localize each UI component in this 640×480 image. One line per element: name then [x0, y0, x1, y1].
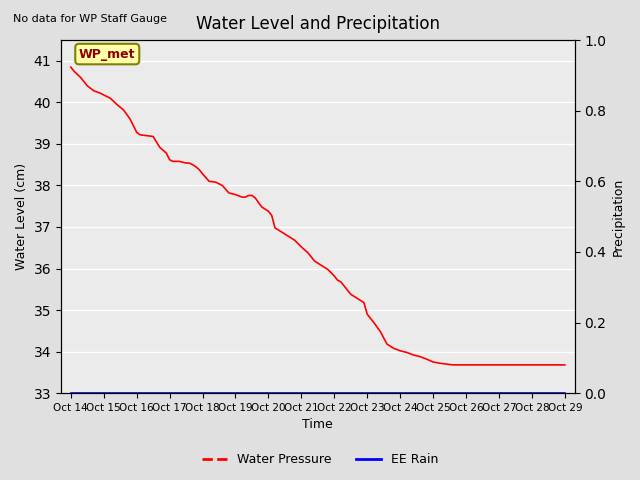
Text: WP_met: WP_met: [79, 48, 136, 60]
Y-axis label: Water Level (cm): Water Level (cm): [15, 163, 28, 270]
Y-axis label: Precipitation: Precipitation: [612, 178, 625, 256]
Legend: Water Pressure, EE Rain: Water Pressure, EE Rain: [196, 448, 444, 471]
Title: Water Level and Precipitation: Water Level and Precipitation: [196, 15, 440, 33]
X-axis label: Time: Time: [303, 419, 333, 432]
Text: No data for WP Staff Gauge: No data for WP Staff Gauge: [13, 14, 167, 24]
